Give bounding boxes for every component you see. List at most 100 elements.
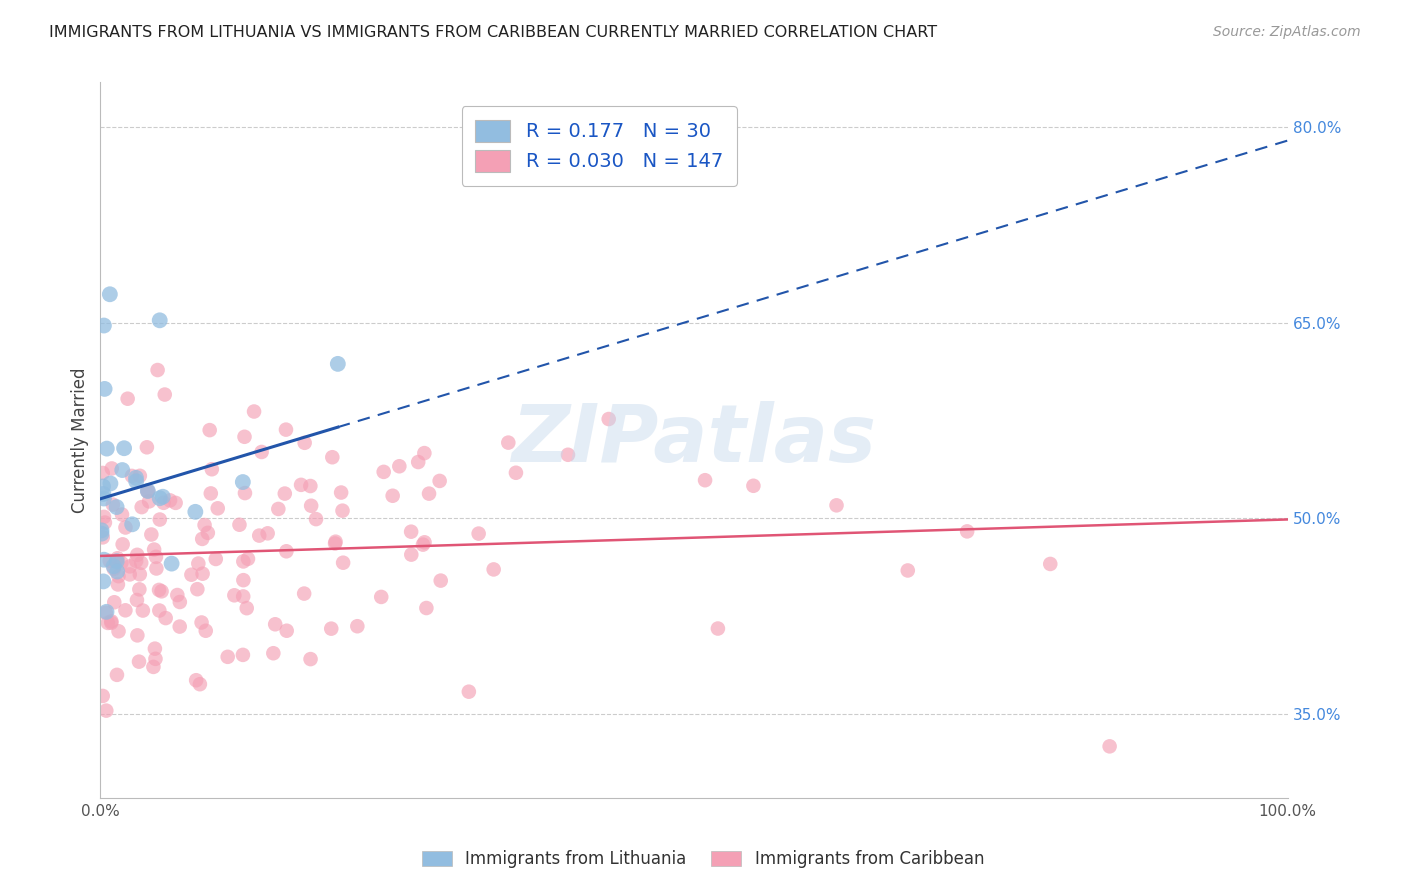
Point <box>107 551 129 566</box>
Text: ZIPatlas: ZIPatlas <box>512 401 876 479</box>
Point <box>267 502 290 516</box>
Point <box>825 499 848 513</box>
Point <box>136 483 159 498</box>
Point <box>107 577 129 591</box>
Point <box>105 668 128 682</box>
Point <box>197 525 219 540</box>
Point <box>381 489 404 503</box>
Point <box>103 559 125 574</box>
Point <box>498 435 520 450</box>
Point <box>897 564 920 578</box>
Point <box>118 567 141 582</box>
Point <box>143 542 166 557</box>
Point <box>98 287 121 301</box>
Point <box>128 468 150 483</box>
Point <box>100 615 122 630</box>
Point <box>136 484 159 499</box>
Point <box>505 466 527 480</box>
Point <box>413 535 436 549</box>
Point <box>299 652 322 666</box>
Point <box>118 559 141 574</box>
Point <box>125 475 148 489</box>
Point <box>91 530 114 544</box>
Point <box>415 601 437 615</box>
Point <box>111 537 134 551</box>
Point <box>1039 557 1062 571</box>
Point <box>276 624 298 638</box>
Point <box>90 526 112 541</box>
Point <box>323 536 346 550</box>
Point <box>93 509 115 524</box>
Point <box>91 689 114 703</box>
Point <box>131 500 153 515</box>
Point <box>114 603 136 617</box>
Point <box>129 556 152 570</box>
Point <box>305 512 328 526</box>
Point <box>693 473 716 487</box>
Point <box>204 552 226 566</box>
Point <box>186 673 208 688</box>
Point <box>467 526 489 541</box>
Point <box>321 450 343 465</box>
Point <box>160 557 183 571</box>
Point <box>236 551 259 566</box>
Point <box>256 526 278 541</box>
Point <box>598 412 620 426</box>
Point <box>111 508 134 522</box>
Point <box>149 512 172 526</box>
Point <box>96 442 118 456</box>
Point <box>149 491 172 506</box>
Point <box>264 617 287 632</box>
Point <box>125 554 148 568</box>
Point <box>142 660 165 674</box>
Point <box>412 538 434 552</box>
Point <box>169 595 191 609</box>
Point <box>243 404 266 418</box>
Point <box>152 496 174 510</box>
Point <box>457 684 479 698</box>
Point <box>159 493 181 508</box>
Point <box>117 392 139 406</box>
Point <box>152 490 174 504</box>
Point <box>194 624 217 638</box>
Point <box>98 554 121 568</box>
Point <box>138 494 160 508</box>
Point <box>149 313 172 327</box>
Point <box>224 588 246 602</box>
Point <box>145 652 167 666</box>
Point <box>128 567 150 582</box>
Legend: R = 0.177   N = 30, R = 0.030   N = 147: R = 0.177 N = 30, R = 0.030 N = 147 <box>461 106 737 186</box>
Point <box>105 554 128 568</box>
Point <box>97 615 120 630</box>
Point <box>290 478 312 492</box>
Point <box>105 554 128 568</box>
Point <box>332 504 354 518</box>
Point <box>413 446 436 460</box>
Point <box>201 462 224 476</box>
Point <box>299 499 322 513</box>
Point <box>188 677 211 691</box>
Point <box>148 603 170 617</box>
Point <box>136 484 159 499</box>
Point <box>233 430 256 444</box>
Point <box>956 524 979 539</box>
Point <box>325 534 347 549</box>
Point <box>135 440 157 454</box>
Point <box>373 465 395 479</box>
Point <box>330 485 353 500</box>
Point <box>93 552 115 566</box>
Point <box>94 606 117 620</box>
Point <box>145 549 167 564</box>
Point <box>232 590 254 604</box>
Point <box>93 318 115 333</box>
Point <box>91 466 114 480</box>
Legend: Immigrants from Lithuania, Immigrants from Caribbean: Immigrants from Lithuania, Immigrants fr… <box>415 844 991 875</box>
Point <box>127 548 149 562</box>
Point <box>198 423 221 437</box>
Point <box>93 491 115 506</box>
Point <box>166 588 188 602</box>
Point <box>107 624 129 639</box>
Point <box>401 548 423 562</box>
Point <box>193 518 215 533</box>
Point <box>100 615 122 629</box>
